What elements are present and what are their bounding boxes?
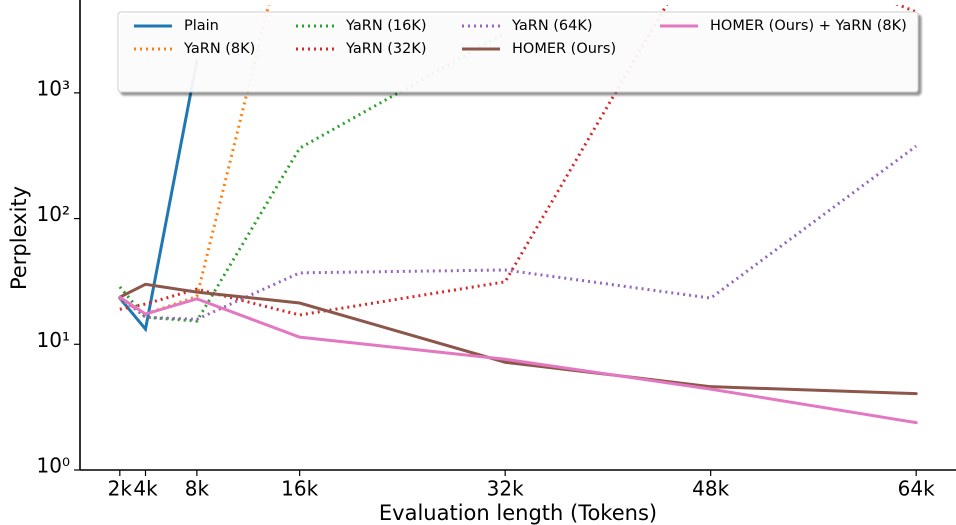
x-tick-label: 8k [185, 477, 210, 501]
series-line [118, 282, 918, 396]
x-axis-label: Evaluation length (Tokens) [379, 501, 657, 525]
x-tick-label: 2k [108, 477, 133, 501]
y-axis-label: Perplexity [7, 186, 31, 290]
plot-area [118, 5, 918, 425]
y-tick-label: 10³ [37, 76, 70, 100]
x-tick-label: 64k [898, 477, 935, 501]
legend-box [117, 11, 919, 93]
y-tick-label: 10¹ [37, 328, 70, 352]
legend-label: YaRN (64K) [511, 18, 593, 34]
series-line [118, 295, 918, 425]
series-line [118, 59, 199, 333]
series-line [118, 144, 918, 321]
x-tick-label: 16k [281, 477, 318, 501]
legend-label: HOMER (Ours) + YaRN (8K) [710, 18, 907, 34]
legend-label: HOMER (Ours) [512, 41, 616, 57]
legend: Plain YaRN (8K) YaRN (16K) YaRN (32K) YaRN (… [117, 11, 919, 93]
x-tick-label: 32k [487, 477, 524, 501]
y-tick-label: 10² [37, 202, 70, 226]
legend-label: YaRN (16K) [345, 18, 427, 34]
series-line [118, 31, 506, 323]
x-tick-label: 4k [133, 477, 158, 501]
x-tick-label: 48k [692, 477, 729, 501]
legend-label: Plain [184, 18, 219, 34]
legend-label: YaRN (32K) [345, 41, 427, 57]
y-tick-label: 10⁰ [37, 454, 70, 478]
legend-label: YaRN (8K) [183, 41, 255, 57]
